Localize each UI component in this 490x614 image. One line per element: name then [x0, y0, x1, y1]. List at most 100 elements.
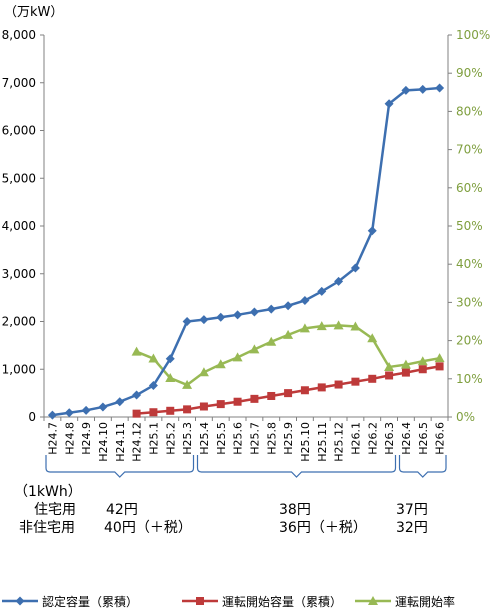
price-residential-1: 42円 [106, 502, 138, 518]
left-tick-label: 7,000 [2, 76, 36, 90]
left-tick-label: 2,000 [2, 315, 36, 329]
series-point-square [334, 380, 343, 389]
series-point-diamond [182, 317, 192, 326]
series-point-triangle [266, 336, 277, 346]
series-point-diamond [249, 307, 259, 317]
right-tick-label: 100% [456, 28, 490, 42]
x-category-label: H24.12 [131, 422, 144, 462]
x-category-label: H25.6 [232, 422, 245, 455]
x-category-label: H25.9 [282, 422, 295, 455]
x-category-label: H25.10 [299, 422, 312, 462]
right-tick-label: 0% [456, 410, 475, 424]
series-point-diamond [47, 410, 57, 420]
legend-label: 運転開始容量（累積） [222, 594, 342, 609]
right-tick-label: 60% [456, 181, 483, 195]
x-category-label: H25.4 [198, 422, 211, 455]
series-point-triangle [249, 344, 260, 354]
price-header: （1kWh） [14, 484, 82, 500]
left-tick-label: 4,000 [2, 219, 36, 233]
x-category-label: H25.11 [316, 422, 329, 462]
price-period-bracket [398, 455, 447, 478]
series-point-diamond [199, 315, 209, 325]
right-tick-label: 50% [456, 219, 483, 233]
series-point-triangle [283, 329, 294, 339]
series-point-triangle [232, 352, 243, 362]
x-category-label: H25.1 [147, 422, 160, 455]
series-point-diamond [64, 408, 74, 418]
right-tick-label: 20% [456, 334, 483, 348]
series-point-square [401, 368, 410, 377]
x-category-label: H24.9 [80, 422, 93, 455]
series-point-square [435, 362, 444, 371]
series-point-diamond [132, 390, 142, 400]
x-category-label: H24.10 [97, 422, 110, 462]
series-point-diamond [81, 405, 91, 415]
left-tick-label: 6,000 [2, 124, 36, 138]
series-point-square [284, 389, 293, 398]
x-category-label: H26.5 [417, 422, 430, 455]
series-point-square [233, 397, 242, 406]
series-point-diamond [15, 596, 25, 606]
series-point-square [317, 383, 326, 392]
series-point-triangle [333, 320, 344, 330]
series-point-triangle [367, 333, 378, 343]
price-row-label-residential: 住宅用 [34, 502, 76, 518]
series-point-triangle [350, 321, 361, 331]
x-category-label: H25.7 [248, 422, 261, 455]
series-point-square [250, 394, 259, 403]
price-nonresidential-3: 32円 [396, 520, 428, 536]
series-point-diamond [350, 263, 360, 273]
series-point-diamond [165, 354, 175, 364]
right-tick-label: 10% [456, 372, 483, 386]
series-point-triangle [417, 356, 428, 366]
series-point-square [300, 386, 309, 395]
left-tick-label: 5,000 [2, 171, 36, 185]
series-point-diamond [401, 85, 411, 95]
series-point-triangle [368, 596, 378, 605]
series-point-diamond [384, 99, 394, 109]
right-tick-label: 40% [456, 257, 483, 271]
x-category-label: H26.4 [400, 422, 413, 455]
x-category-label: H24.8 [63, 422, 76, 455]
x-category-label: H26.3 [383, 422, 396, 455]
series-point-triangle [215, 359, 226, 369]
series-point-square [132, 409, 141, 418]
series-point-square [183, 405, 192, 414]
series-point-triangle [384, 361, 395, 371]
series-point-diamond [418, 84, 428, 94]
series-point-diamond [115, 397, 125, 407]
series-point-square [385, 371, 394, 380]
x-category-label: H25.2 [164, 422, 177, 455]
price-period-bracket [45, 455, 195, 478]
series-point-triangle [434, 353, 445, 363]
x-category-label: H25.12 [333, 422, 346, 462]
series-point-triangle [316, 321, 327, 331]
series-point-diamond [300, 295, 310, 305]
x-category-label: H26.6 [434, 422, 447, 455]
series-point-triangle [165, 373, 176, 383]
x-category-label: H25.8 [265, 422, 278, 455]
series-point-square [418, 365, 427, 374]
series-point-square [166, 406, 175, 415]
series-point-diamond [435, 83, 445, 93]
series-point-triangle [182, 379, 193, 389]
series-point-square [196, 597, 204, 605]
price-row-label-nonresidential: 非住宅用 [19, 520, 75, 536]
series-point-diamond [283, 301, 293, 311]
series-point-triangle [299, 323, 310, 333]
right-tick-label: 90% [456, 66, 483, 80]
series-point-triangle [400, 359, 411, 369]
x-category-label: H26.2 [366, 422, 379, 455]
series-line [52, 86, 440, 417]
price-period-bracket [196, 455, 397, 478]
series-point-triangle [148, 353, 159, 363]
left-tick-label: 8,000 [2, 28, 36, 42]
legend-label: 運転開始率 [395, 594, 455, 609]
legend-label: 認定容量（累積） [42, 594, 138, 609]
series-point-diamond [367, 226, 377, 236]
price-residential-2: 38円 [279, 502, 311, 518]
x-category-label: H24.7 [46, 422, 59, 455]
left-tick-label: 0 [28, 410, 36, 424]
right-tick-label: 30% [456, 295, 483, 309]
